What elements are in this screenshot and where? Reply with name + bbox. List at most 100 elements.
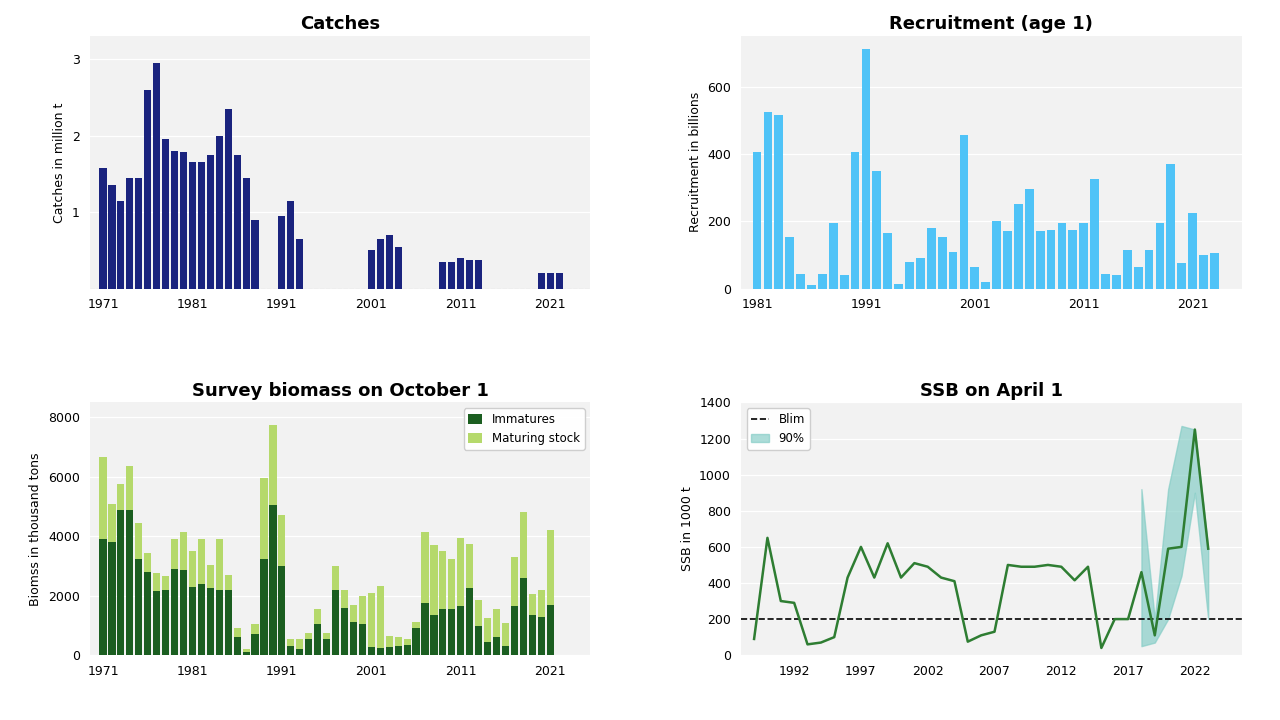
Bar — [163, 140, 169, 289]
Bar — [269, 425, 276, 505]
Y-axis label: Biomss in thousand tons: Biomss in thousand tons — [29, 452, 42, 606]
Bar — [332, 566, 339, 590]
Bar — [180, 570, 187, 655]
Bar — [233, 629, 241, 637]
Bar — [466, 260, 474, 289]
Bar — [225, 575, 232, 590]
Bar — [269, 505, 276, 655]
Bar — [1166, 164, 1175, 289]
Bar — [520, 513, 527, 578]
Bar — [556, 274, 563, 289]
Bar — [786, 236, 794, 289]
Bar — [260, 559, 268, 655]
Bar — [100, 539, 106, 655]
Bar — [448, 559, 456, 609]
Bar — [529, 594, 536, 615]
Bar — [475, 600, 483, 626]
Bar — [493, 637, 500, 655]
Bar — [448, 262, 456, 289]
Bar — [207, 564, 214, 588]
Bar — [992, 221, 1001, 289]
Bar — [1210, 253, 1219, 289]
Bar — [109, 503, 115, 542]
Bar — [475, 260, 483, 289]
Bar — [385, 235, 393, 289]
Bar — [960, 135, 968, 289]
Bar — [251, 220, 259, 289]
Bar — [198, 584, 205, 655]
Bar — [905, 262, 914, 289]
Bar — [1057, 223, 1066, 289]
Y-axis label: Catches in million t: Catches in million t — [54, 102, 67, 222]
Title: Recruitment (age 1): Recruitment (age 1) — [890, 15, 1093, 33]
Bar — [430, 545, 438, 615]
Bar — [457, 538, 465, 606]
Bar — [547, 531, 554, 605]
Bar — [242, 649, 250, 652]
Bar — [927, 228, 936, 289]
Bar — [136, 559, 142, 655]
Bar — [233, 637, 241, 655]
Bar — [895, 284, 902, 289]
Bar — [753, 152, 762, 289]
Bar — [216, 590, 223, 655]
Bar — [287, 639, 294, 647]
Bar — [502, 624, 509, 646]
Bar — [1036, 231, 1044, 289]
Bar — [172, 569, 178, 655]
Bar — [1025, 189, 1034, 289]
Bar — [808, 285, 815, 289]
Y-axis label: SSB in 1000 t: SSB in 1000 t — [681, 487, 694, 571]
Bar — [180, 532, 187, 570]
Bar — [314, 609, 321, 624]
Bar — [840, 275, 849, 289]
Bar — [439, 262, 447, 289]
Bar — [109, 542, 115, 655]
Bar — [421, 532, 429, 603]
Bar — [774, 115, 783, 289]
Bar — [367, 647, 375, 655]
Bar — [127, 510, 133, 655]
Bar — [145, 553, 151, 572]
Legend: Blim, 90%: Blim, 90% — [746, 408, 810, 450]
Bar — [207, 155, 214, 289]
Legend: Immatures, Maturing stock: Immatures, Maturing stock — [463, 408, 585, 450]
Bar — [349, 605, 357, 623]
Bar — [207, 588, 214, 655]
Bar — [323, 639, 330, 655]
Bar — [216, 135, 223, 289]
Bar — [948, 252, 957, 289]
Bar — [1178, 264, 1187, 289]
Bar — [340, 608, 348, 655]
Bar — [1047, 230, 1056, 289]
Bar — [340, 590, 348, 608]
Bar — [466, 544, 474, 588]
Bar — [260, 478, 268, 559]
Bar — [1144, 250, 1153, 289]
Bar — [861, 50, 870, 289]
Bar — [154, 63, 160, 289]
Bar — [403, 645, 411, 655]
Bar — [180, 153, 187, 289]
Bar — [484, 618, 492, 642]
Bar — [538, 590, 545, 616]
Bar — [225, 590, 232, 655]
Bar — [1091, 179, 1100, 289]
Bar — [511, 606, 518, 655]
Bar — [502, 646, 509, 655]
Bar — [251, 624, 259, 634]
Bar — [873, 171, 881, 289]
Bar — [278, 566, 285, 655]
Title: SSB on April 1: SSB on April 1 — [919, 382, 1062, 400]
Bar — [439, 551, 447, 609]
Title: Catches: Catches — [300, 15, 380, 33]
Bar — [154, 572, 160, 591]
Bar — [127, 178, 133, 289]
Bar — [520, 578, 527, 655]
Bar — [118, 510, 124, 655]
Bar — [829, 223, 837, 289]
Bar — [163, 590, 169, 655]
Bar — [538, 616, 545, 655]
Bar — [154, 591, 160, 655]
Bar — [136, 178, 142, 289]
